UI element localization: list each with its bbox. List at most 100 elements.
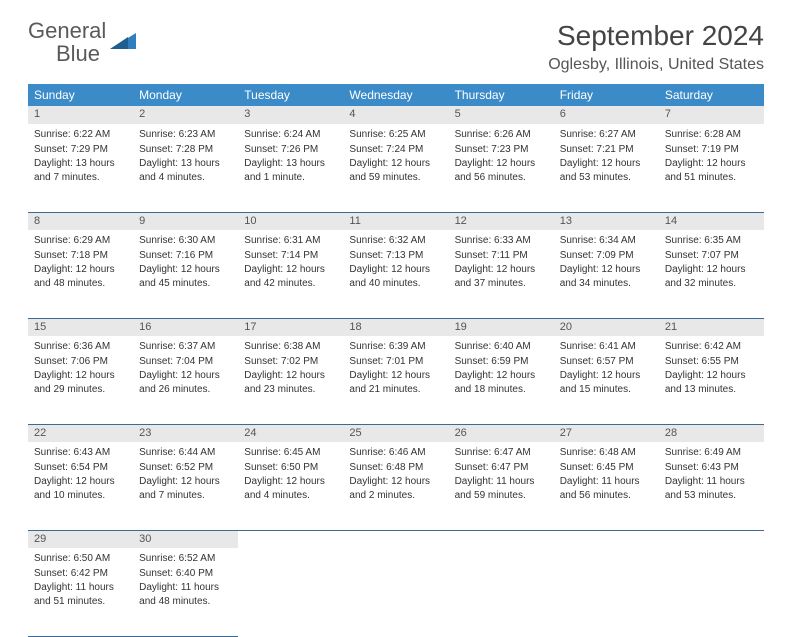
day-number-cell: 18 xyxy=(343,318,448,336)
weekday-header: Thursday xyxy=(449,84,554,106)
weekday-header: Monday xyxy=(133,84,238,106)
weekday-header: Wednesday xyxy=(343,84,448,106)
sunset-line: Sunset: 7:26 PM xyxy=(244,143,337,157)
day-content-cell: Sunrise: 6:31 AMSunset: 7:14 PMDaylight:… xyxy=(238,230,343,318)
day-number-cell: 6 xyxy=(554,106,659,124)
sunset-line: Sunset: 7:13 PM xyxy=(349,249,442,263)
sunrise-line: Sunrise: 6:43 AM xyxy=(34,446,127,460)
day-content-cell: Sunrise: 6:30 AMSunset: 7:16 PMDaylight:… xyxy=(133,230,238,318)
day-number-cell: 12 xyxy=(449,212,554,230)
day-content-cell: Sunrise: 6:26 AMSunset: 7:23 PMDaylight:… xyxy=(449,124,554,212)
sunrise-line: Sunrise: 6:49 AM xyxy=(665,446,758,460)
day-content-cell: Sunrise: 6:28 AMSunset: 7:19 PMDaylight:… xyxy=(659,124,764,212)
sunset-line: Sunset: 6:57 PM xyxy=(560,355,653,369)
day-number-cell: 23 xyxy=(133,424,238,442)
day-content-cell: Sunrise: 6:46 AMSunset: 6:48 PMDaylight:… xyxy=(343,442,448,530)
logo: General Blue xyxy=(28,20,136,66)
day-number-cell: 5 xyxy=(449,106,554,124)
sunset-line: Sunset: 6:59 PM xyxy=(455,355,548,369)
daylight-line: Daylight: 12 hours and 2 minutes. xyxy=(349,475,442,502)
daylight-line: Daylight: 12 hours and 48 minutes. xyxy=(34,263,127,290)
day-content-cell xyxy=(238,548,343,636)
daylight-line: Daylight: 12 hours and 45 minutes. xyxy=(139,263,232,290)
sunrise-line: Sunrise: 6:52 AM xyxy=(139,552,232,566)
daylight-line: Daylight: 12 hours and 32 minutes. xyxy=(665,263,758,290)
day-number-cell: 20 xyxy=(554,318,659,336)
daylight-line: Daylight: 11 hours and 56 minutes. xyxy=(560,475,653,502)
daylight-line: Daylight: 12 hours and 59 minutes. xyxy=(349,157,442,184)
sunset-line: Sunset: 7:24 PM xyxy=(349,143,442,157)
sunrise-line: Sunrise: 6:25 AM xyxy=(349,128,442,142)
sunrise-line: Sunrise: 6:38 AM xyxy=(244,340,337,354)
daylight-line: Daylight: 12 hours and 37 minutes. xyxy=(455,263,548,290)
daylight-line: Daylight: 11 hours and 51 minutes. xyxy=(34,581,127,608)
weekday-header: Saturday xyxy=(659,84,764,106)
daylight-line: Daylight: 11 hours and 48 minutes. xyxy=(139,581,232,608)
sunrise-line: Sunrise: 6:35 AM xyxy=(665,234,758,248)
sunset-line: Sunset: 7:23 PM xyxy=(455,143,548,157)
sunrise-line: Sunrise: 6:26 AM xyxy=(455,128,548,142)
sunrise-line: Sunrise: 6:32 AM xyxy=(349,234,442,248)
day-number-cell: 8 xyxy=(28,212,133,230)
day-number-cell xyxy=(659,530,764,548)
day-content-cell: Sunrise: 6:38 AMSunset: 7:02 PMDaylight:… xyxy=(238,336,343,424)
day-number-cell: 10 xyxy=(238,212,343,230)
location: Oglesby, Illinois, United States xyxy=(548,56,764,74)
sunset-line: Sunset: 6:43 PM xyxy=(665,461,758,475)
sunset-line: Sunset: 7:28 PM xyxy=(139,143,232,157)
daylight-line: Daylight: 13 hours and 1 minute. xyxy=(244,157,337,184)
day-content-cell: Sunrise: 6:48 AMSunset: 6:45 PMDaylight:… xyxy=(554,442,659,530)
sunset-line: Sunset: 6:50 PM xyxy=(244,461,337,475)
sunset-line: Sunset: 6:40 PM xyxy=(139,567,232,581)
day-number-cell xyxy=(554,530,659,548)
day-number-cell: 30 xyxy=(133,530,238,548)
day-content-cell: Sunrise: 6:45 AMSunset: 6:50 PMDaylight:… xyxy=(238,442,343,530)
sunrise-line: Sunrise: 6:22 AM xyxy=(34,128,127,142)
sunset-line: Sunset: 7:01 PM xyxy=(349,355,442,369)
daylight-line: Daylight: 13 hours and 7 minutes. xyxy=(34,157,127,184)
daylight-line: Daylight: 12 hours and 40 minutes. xyxy=(349,263,442,290)
sunset-line: Sunset: 6:52 PM xyxy=(139,461,232,475)
logo-triangle-icon xyxy=(110,31,136,56)
day-content-cell: Sunrise: 6:50 AMSunset: 6:42 PMDaylight:… xyxy=(28,548,133,636)
sunrise-line: Sunrise: 6:29 AM xyxy=(34,234,127,248)
weekday-header: Tuesday xyxy=(238,84,343,106)
day-content-cell: Sunrise: 6:22 AMSunset: 7:29 PMDaylight:… xyxy=(28,124,133,212)
sunrise-line: Sunrise: 6:39 AM xyxy=(349,340,442,354)
weekday-header: Sunday xyxy=(28,84,133,106)
day-content-cell: Sunrise: 6:49 AMSunset: 6:43 PMDaylight:… xyxy=(659,442,764,530)
day-content-cell xyxy=(449,548,554,636)
day-content-cell: Sunrise: 6:36 AMSunset: 7:06 PMDaylight:… xyxy=(28,336,133,424)
sunrise-line: Sunrise: 6:47 AM xyxy=(455,446,548,460)
sunset-line: Sunset: 6:42 PM xyxy=(34,567,127,581)
day-content-cell: Sunrise: 6:37 AMSunset: 7:04 PMDaylight:… xyxy=(133,336,238,424)
day-number-cell: 27 xyxy=(554,424,659,442)
daylight-line: Daylight: 12 hours and 4 minutes. xyxy=(244,475,337,502)
day-number-cell: 14 xyxy=(659,212,764,230)
day-number-row: 2930 xyxy=(28,530,764,548)
sunrise-line: Sunrise: 6:50 AM xyxy=(34,552,127,566)
daylight-line: Daylight: 12 hours and 10 minutes. xyxy=(34,475,127,502)
header: General Blue September 2024 Oglesby, Ill… xyxy=(28,20,764,74)
day-number-cell: 3 xyxy=(238,106,343,124)
day-number-row: 1234567 xyxy=(28,106,764,124)
sunrise-line: Sunrise: 6:28 AM xyxy=(665,128,758,142)
sunrise-line: Sunrise: 6:23 AM xyxy=(139,128,232,142)
day-content-cell: Sunrise: 6:34 AMSunset: 7:09 PMDaylight:… xyxy=(554,230,659,318)
day-number-cell: 22 xyxy=(28,424,133,442)
weekday-header: Friday xyxy=(554,84,659,106)
title-block: September 2024 Oglesby, Illinois, United… xyxy=(548,20,764,74)
day-content-cell: Sunrise: 6:33 AMSunset: 7:11 PMDaylight:… xyxy=(449,230,554,318)
day-content-cell: Sunrise: 6:44 AMSunset: 6:52 PMDaylight:… xyxy=(133,442,238,530)
day-number-cell: 25 xyxy=(343,424,448,442)
day-number-cell: 2 xyxy=(133,106,238,124)
sunset-line: Sunset: 7:29 PM xyxy=(34,143,127,157)
daylight-line: Daylight: 12 hours and 42 minutes. xyxy=(244,263,337,290)
sunrise-line: Sunrise: 6:42 AM xyxy=(665,340,758,354)
sunset-line: Sunset: 7:14 PM xyxy=(244,249,337,263)
day-number-cell: 24 xyxy=(238,424,343,442)
sunrise-line: Sunrise: 6:40 AM xyxy=(455,340,548,354)
day-number-cell: 29 xyxy=(28,530,133,548)
daylight-line: Daylight: 12 hours and 21 minutes. xyxy=(349,369,442,396)
day-number-cell xyxy=(238,530,343,548)
